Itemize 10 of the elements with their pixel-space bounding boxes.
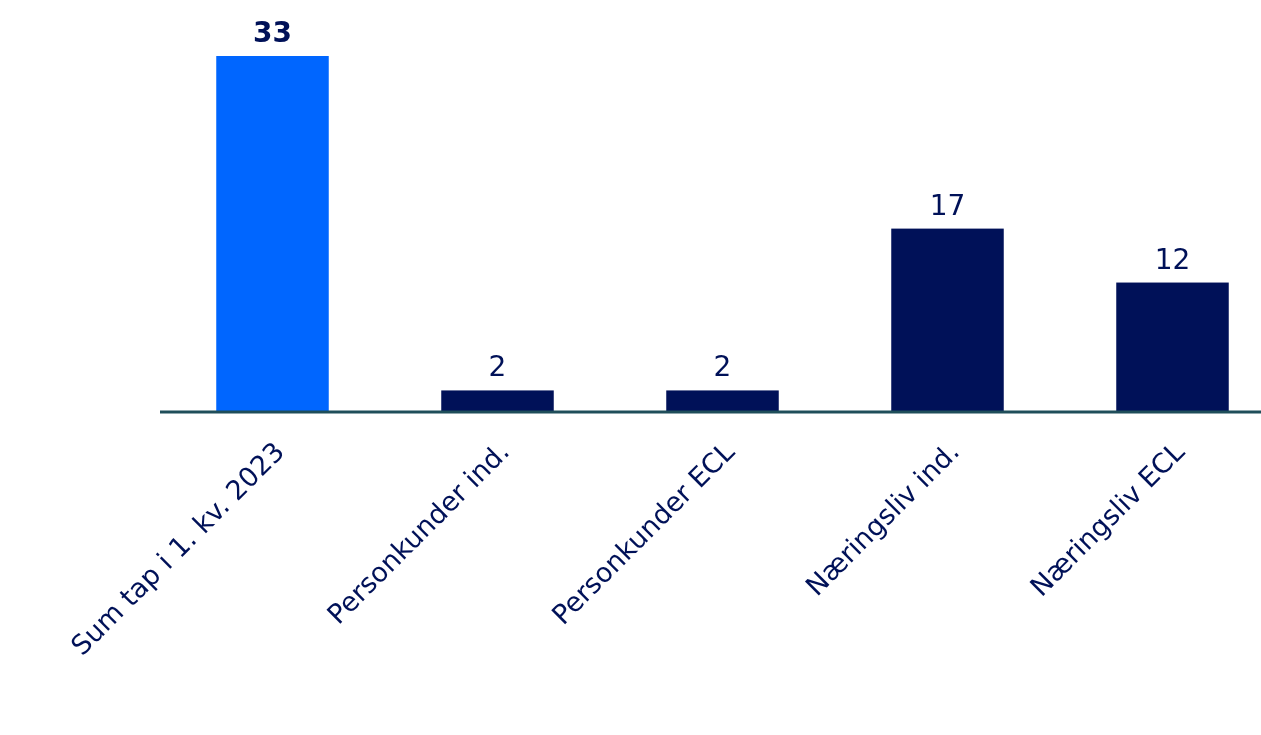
bar <box>1116 282 1229 412</box>
data-label: 33 <box>253 16 292 49</box>
data-label: 2 <box>713 350 732 384</box>
bar <box>216 56 329 412</box>
bar <box>441 390 554 412</box>
bar <box>891 228 1004 412</box>
bar <box>666 390 779 412</box>
data-label: 17 <box>929 188 966 222</box>
data-label: 2 <box>488 350 507 384</box>
data-label: 12 <box>1154 242 1191 276</box>
